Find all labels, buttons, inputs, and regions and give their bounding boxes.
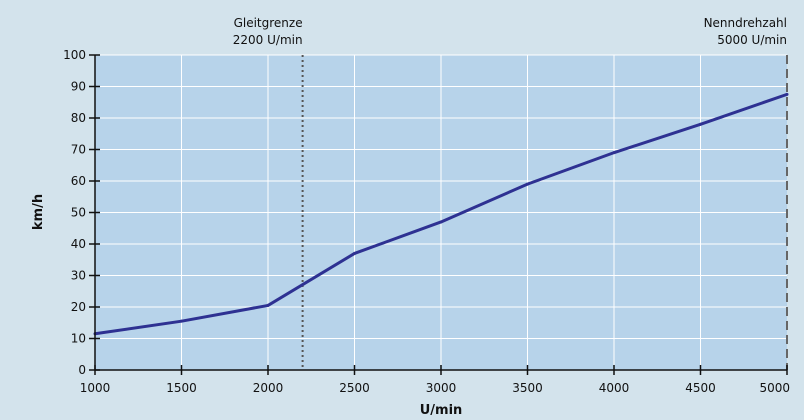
y-tick-label: 50 (71, 206, 86, 220)
series-point (439, 220, 443, 224)
reference-label: Gleitgrenze (234, 16, 303, 30)
x-tick-label: 4000 (599, 381, 630, 395)
x-tick-label: 4500 (685, 381, 716, 395)
y-tick-label: 100 (63, 48, 86, 62)
y-tick-label: 80 (71, 111, 86, 125)
reference-lines: Gleitgrenze 2200 U/min Nenndrehzahl 5000 U/… (233, 16, 788, 370)
x-tick-label: 2500 (339, 381, 370, 395)
reference-label: Nenndrehzahl (704, 16, 787, 30)
x-axis-label: U/min (420, 403, 463, 418)
x-tick-label: 5000 (759, 381, 790, 395)
series-point (353, 251, 356, 255)
series-point (266, 303, 270, 307)
series-point (180, 319, 183, 323)
x-tick-label: 3500 (512, 381, 543, 395)
reference-value-label: 5000 U/min (717, 33, 787, 47)
series-point (785, 92, 789, 96)
series-point (699, 122, 702, 126)
y-tick-label: 20 (71, 300, 86, 314)
series-point (612, 151, 616, 155)
series-point (526, 182, 529, 186)
x-tick-label: 1000 (80, 381, 111, 395)
y-tick-label: 30 (71, 269, 86, 283)
y-axis-ticks: 0 10 20 30 40 50 60 70 80 90 100 (63, 48, 100, 377)
y-tick-label: 60 (71, 174, 86, 188)
horizontal-gridlines (95, 54, 787, 339)
y-axis-label: km/h (31, 194, 46, 230)
reference-value-label: 2200 U/min (233, 33, 303, 47)
y-tick-label: 0 (78, 363, 86, 377)
y-tick-label: 70 (71, 143, 86, 157)
x-axis-ticks: 1000 1500 2000 2500 3000 3500 4000 4500 5000 (80, 365, 790, 395)
y-tick-label: 90 (71, 80, 86, 94)
y-tick-label: 10 (71, 332, 86, 346)
x-tick-label: 3000 (426, 381, 457, 395)
x-tick-label: 2000 (253, 381, 284, 395)
x-tick-label: 1500 (166, 381, 197, 395)
y-tick-label: 40 (71, 237, 86, 251)
